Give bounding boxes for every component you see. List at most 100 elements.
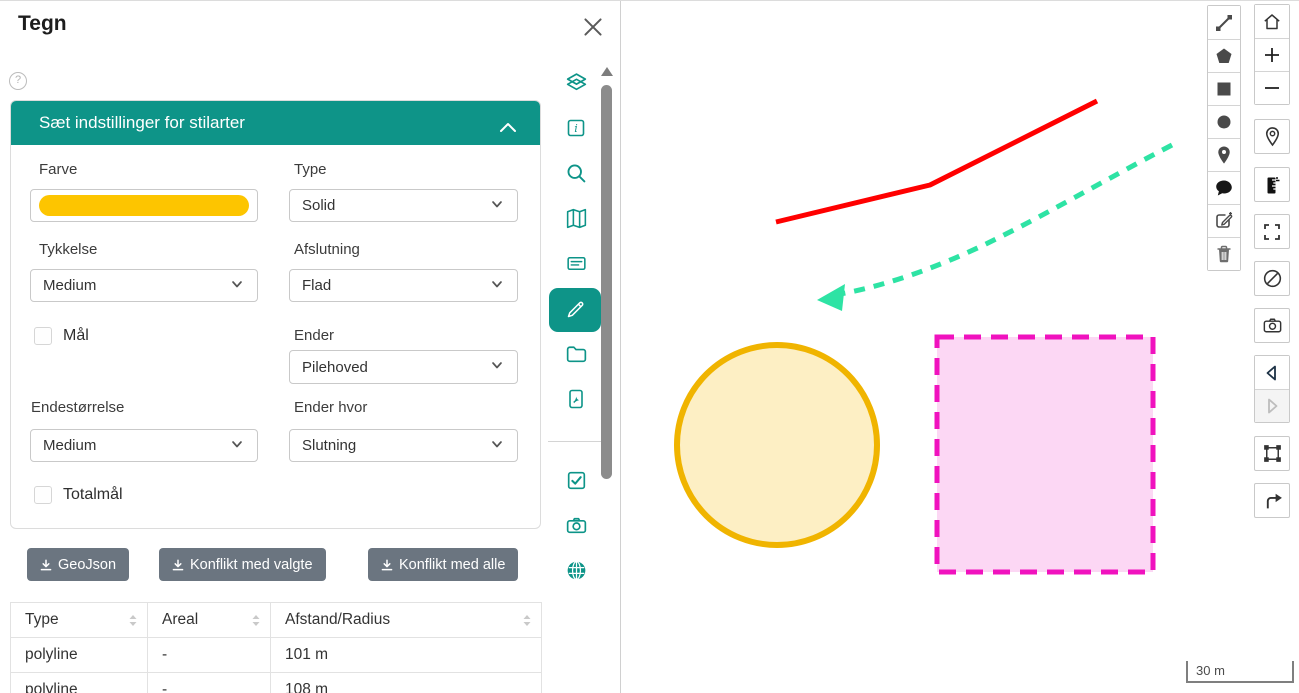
measure-line-icon [1216,14,1232,31]
pencil-icon [567,301,584,318]
geojson-button[interactable]: GeoJson [27,548,130,581]
rectangle-icon [1217,82,1231,96]
color-swatch [39,195,249,216]
ender-select[interactable]: Pilehoved [289,350,518,384]
scale-bar: 30 m [1186,661,1294,683]
sidebar-item-draw-active[interactable] [549,288,601,332]
totalmaal-label: Totalmål [63,486,123,503]
style-settings-title: Sæt indstillinger for stilarter [39,113,245,132]
features-table: Type Areal Afstand/Radius polyline - 101… [10,602,542,693]
close-icon[interactable] [579,13,607,41]
drawn-yellow-circle[interactable] [674,342,880,548]
circle-tool[interactable] [1208,105,1240,138]
locate-button[interactable] [1254,119,1290,154]
type-select[interactable]: Solid [289,189,518,222]
folder-icon [566,345,586,362]
marker-tool[interactable] [1208,138,1240,171]
home-button[interactable] [1255,5,1289,38]
home-icon [1264,13,1280,29]
table-row: polyline - 108 m [10,672,542,693]
green-arrowhead[interactable] [817,284,845,311]
chevron-down-icon [489,357,505,377]
style-settings-header[interactable]: Sæt indstillinger for stilarter [11,101,540,145]
measure-button[interactable] [1254,167,1290,202]
no-entry-button[interactable] [1254,261,1290,296]
plus-icon [1265,48,1279,62]
sidebar-item-note[interactable] [563,250,589,276]
map-canvas[interactable] [621,1,1299,693]
scale-label: 30 m [1196,663,1225,678]
ender-hvor-label: Ender hvor [294,399,368,416]
measure-line-tool[interactable] [1208,6,1240,39]
sidebar-item-folder[interactable] [563,340,589,366]
comment-tool[interactable] [1208,171,1240,204]
delete-tool[interactable] [1208,237,1240,270]
sidebar-item-camera[interactable] [563,512,589,538]
comment-icon [1216,180,1232,196]
fullscreen-button[interactable] [1254,214,1290,249]
drawn-magenta-square[interactable] [934,334,1156,575]
fullscreen-icon [1264,223,1280,240]
transform-button[interactable] [1254,436,1290,471]
search-icon [567,164,585,182]
trash-icon [1217,245,1231,263]
pdf-icon [569,389,583,409]
tykkelse-select[interactable]: Medium [30,269,258,302]
camera-icon [1263,318,1281,333]
col-header-afstand[interactable]: Afstand/Radius [270,602,542,638]
rectangle-tool[interactable] [1208,72,1240,105]
scrollbar-thumb[interactable] [601,85,612,479]
table-header-row: Type Areal Afstand/Radius [10,602,542,638]
sidebar-item-info[interactable]: i [563,115,589,141]
sort-icon [250,613,262,633]
sidebar-item-select[interactable] [563,467,589,493]
sidebar-item-map[interactable] [563,205,589,231]
maal-checkbox[interactable] [34,327,52,345]
col-header-type[interactable]: Type [10,602,148,638]
edit-tool[interactable] [1208,204,1240,237]
farve-label: Farve [39,161,78,178]
afslutning-select[interactable]: Flad [289,269,518,302]
sort-icon [521,613,533,633]
note-icon [566,256,586,270]
sidebar-item-globe[interactable] [563,557,589,583]
ender-hvor-select[interactable]: Slutning [289,429,518,462]
sidebar-item-layers[interactable] [563,70,589,96]
chevron-down-icon [229,276,245,296]
back-button[interactable] [1255,356,1289,389]
polygon-tool[interactable] [1208,39,1240,72]
zoom-out-button[interactable] [1255,71,1289,104]
ender-label: Ender [294,327,335,344]
page-title: Tegn [18,12,67,35]
maal-label: Mål [63,327,89,344]
screenshot-button[interactable] [1254,308,1290,343]
totalmaal-checkbox[interactable] [34,486,52,504]
draw-toolbar [1207,5,1241,271]
no-entry-icon [1263,269,1281,288]
forward-button[interactable] [1255,389,1289,422]
table-row: polyline - 101 m [10,637,542,673]
color-picker[interactable] [30,189,258,222]
konflikt-med-alle-button[interactable]: Konflikt med alle [368,548,519,581]
marker-icon [1218,146,1230,164]
konflikt-med-valgte-button[interactable]: Konflikt med valgte [159,548,326,581]
sidebar-item-search[interactable] [563,160,589,186]
drawn-red-polyline[interactable] [775,98,1099,225]
camera-icon [566,517,586,533]
endestoerrelse-select[interactable]: Medium [30,429,258,462]
svg-text:i: i [574,122,578,135]
chevron-down-icon [489,436,505,456]
checkbox-check-icon [567,471,585,489]
sidebar-item-pdf-export[interactable] [563,386,589,412]
scrollbar-up-arrow[interactable] [601,67,613,76]
help-icon[interactable]: ? [9,72,27,90]
zoom-in-button[interactable] [1255,38,1289,71]
turn-right-button[interactable] [1254,483,1290,518]
download-icon [40,558,52,570]
afslutning-label: Afslutning [294,241,360,258]
col-header-areal[interactable]: Areal [147,602,271,638]
transform-icon [1263,445,1281,462]
chevron-down-icon [489,196,505,216]
drawn-green-dashed-arrow[interactable] [839,142,1174,297]
